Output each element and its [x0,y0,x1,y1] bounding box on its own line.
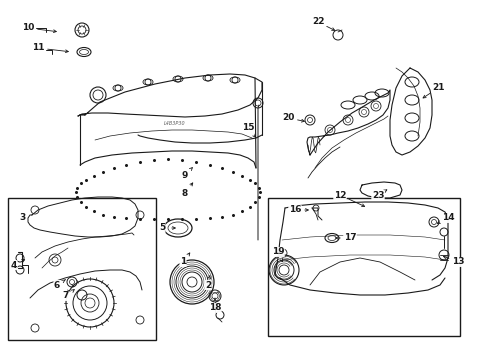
Text: 23: 23 [372,190,384,199]
Text: 10: 10 [22,23,34,32]
Bar [8,198,156,340]
Text: 18: 18 [209,303,221,312]
Text: 16: 16 [289,206,301,215]
Text: 3: 3 [19,213,25,222]
Text: 19: 19 [271,248,284,256]
Text: 9: 9 [182,171,188,180]
Text: 8: 8 [182,189,188,198]
Text: 14: 14 [441,213,454,222]
Text: L4B3P30: L4B3P30 [164,121,186,126]
Text: 7: 7 [63,292,69,301]
Bar [268,198,460,336]
Text: 15: 15 [242,123,254,132]
Text: 6: 6 [54,280,60,289]
Text: 12: 12 [334,190,346,199]
Text: 13: 13 [452,257,464,266]
Text: 11: 11 [32,44,44,53]
Text: 2: 2 [205,280,211,289]
Text: 17: 17 [343,234,356,243]
Text: 20: 20 [282,113,294,122]
Text: 4: 4 [11,261,17,270]
Text: 5: 5 [159,224,165,233]
Text: 22: 22 [312,18,324,27]
Text: 21: 21 [432,84,444,93]
Text: 1: 1 [180,257,186,266]
